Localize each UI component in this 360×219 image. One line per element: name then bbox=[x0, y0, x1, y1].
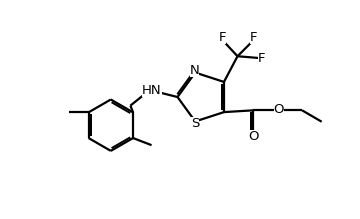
Text: F: F bbox=[250, 31, 257, 44]
Text: O: O bbox=[248, 130, 258, 143]
Text: S: S bbox=[191, 117, 199, 130]
Text: O: O bbox=[274, 103, 284, 116]
Text: N: N bbox=[190, 64, 199, 77]
Text: HN: HN bbox=[142, 84, 162, 97]
Text: F: F bbox=[258, 51, 265, 65]
Text: F: F bbox=[219, 31, 226, 44]
